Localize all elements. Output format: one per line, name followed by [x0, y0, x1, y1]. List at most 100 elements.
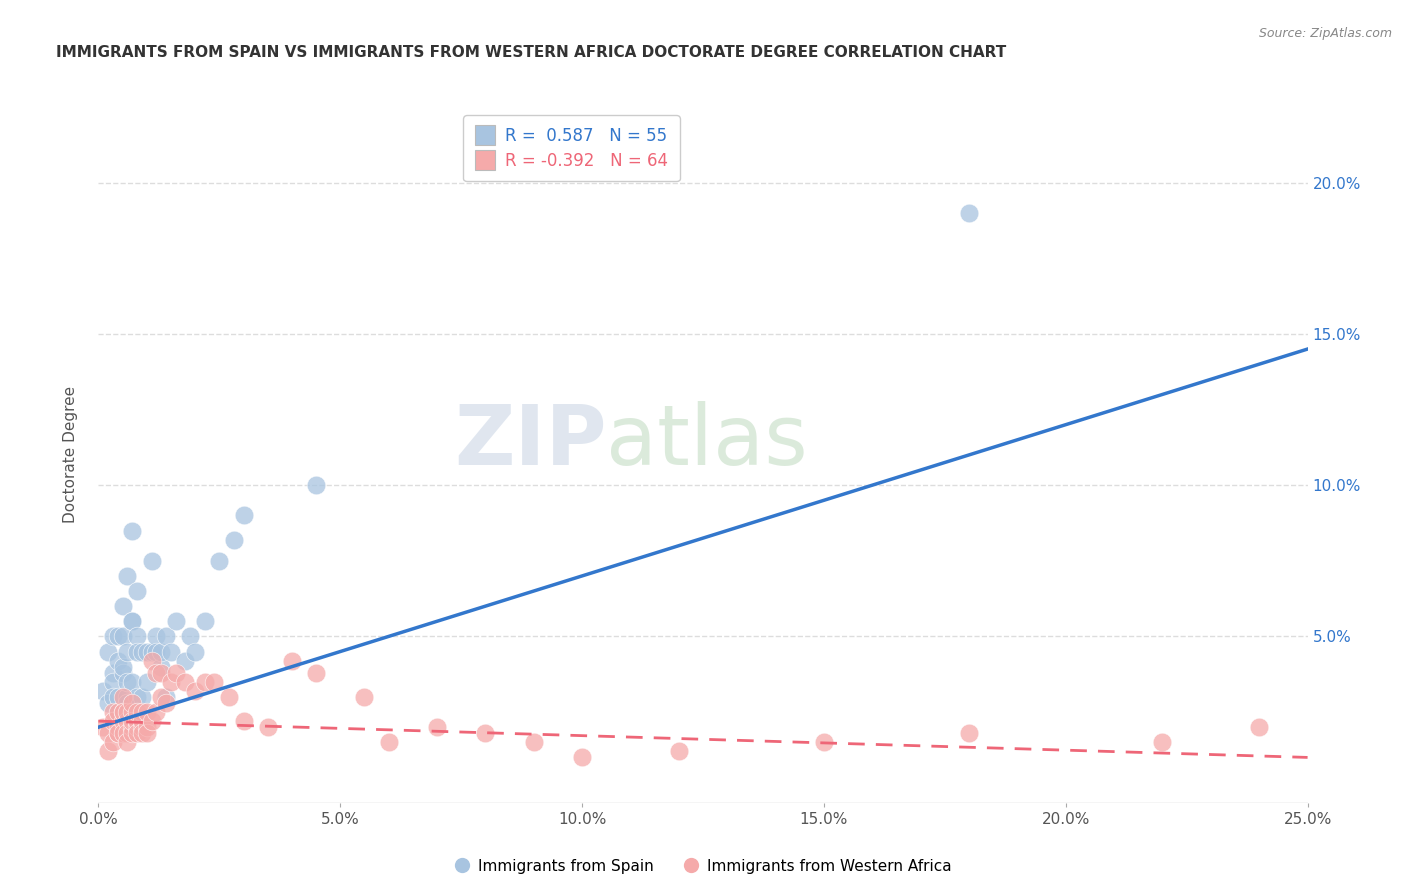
Point — [127, 726, 149, 740]
Point — [117, 569, 139, 583]
Point — [111, 705, 134, 719]
Point — [957, 206, 980, 220]
Text: ZIP: ZIP — [454, 401, 606, 482]
Point — [127, 644, 149, 658]
Point — [145, 629, 167, 643]
Point — [111, 659, 134, 673]
Point — [474, 726, 496, 740]
Point — [101, 705, 124, 719]
Point — [184, 684, 207, 698]
Point — [121, 726, 143, 740]
Point — [131, 690, 153, 704]
Point — [131, 644, 153, 658]
Point — [668, 744, 690, 758]
Point — [91, 720, 114, 734]
Text: IMMIGRANTS FROM SPAIN VS IMMIGRANTS FROM WESTERN AFRICA DOCTORATE DEGREE CORRELA: IMMIGRANTS FROM SPAIN VS IMMIGRANTS FROM… — [56, 45, 1007, 60]
Point — [174, 654, 197, 668]
Point — [127, 705, 149, 719]
Point — [232, 508, 254, 523]
Point — [208, 554, 231, 568]
Point — [107, 690, 129, 704]
Point — [121, 720, 143, 734]
Point — [117, 714, 139, 728]
Point — [281, 654, 304, 668]
Point — [127, 629, 149, 643]
Point — [101, 665, 124, 680]
Point — [523, 735, 546, 749]
Point — [145, 644, 167, 658]
Point — [165, 665, 187, 680]
Point — [111, 690, 134, 704]
Point — [101, 629, 124, 643]
Point — [127, 584, 149, 599]
Point — [150, 665, 173, 680]
Point — [97, 644, 120, 658]
Point — [111, 705, 134, 719]
Point — [127, 690, 149, 704]
Point — [127, 714, 149, 728]
Text: Source: ZipAtlas.com: Source: ZipAtlas.com — [1258, 27, 1392, 40]
Point — [305, 478, 328, 492]
Point — [111, 714, 134, 728]
Point — [117, 735, 139, 749]
Legend: Immigrants from Spain, Immigrants from Western Africa: Immigrants from Spain, Immigrants from W… — [449, 853, 957, 880]
Point — [121, 524, 143, 538]
Point — [117, 690, 139, 704]
Point — [571, 750, 593, 764]
Point — [155, 629, 177, 643]
Point — [204, 674, 226, 689]
Point — [135, 644, 157, 658]
Point — [141, 644, 163, 658]
Point — [155, 696, 177, 710]
Point — [117, 705, 139, 719]
Point — [101, 735, 124, 749]
Point — [160, 674, 183, 689]
Point — [150, 659, 173, 673]
Point — [155, 690, 177, 704]
Point — [111, 599, 134, 614]
Point — [91, 684, 114, 698]
Point — [117, 674, 139, 689]
Point — [1249, 720, 1271, 734]
Point — [135, 674, 157, 689]
Point — [222, 533, 245, 547]
Legend: R =  0.587   N = 55, R = -0.392   N = 64: R = 0.587 N = 55, R = -0.392 N = 64 — [464, 115, 679, 181]
Point — [131, 714, 153, 728]
Point — [135, 705, 157, 719]
Point — [121, 705, 143, 719]
Point — [107, 726, 129, 740]
Point — [145, 705, 167, 719]
Point — [121, 615, 143, 629]
Point — [218, 690, 240, 704]
Point — [141, 714, 163, 728]
Point — [232, 714, 254, 728]
Point — [141, 654, 163, 668]
Point — [131, 726, 153, 740]
Point — [145, 665, 167, 680]
Point — [101, 674, 124, 689]
Point — [353, 690, 375, 704]
Point — [426, 720, 449, 734]
Point — [97, 744, 120, 758]
Point — [194, 615, 217, 629]
Point — [107, 726, 129, 740]
Point — [150, 690, 173, 704]
Point — [135, 720, 157, 734]
Point — [256, 720, 278, 734]
Point — [121, 705, 143, 719]
Point — [101, 690, 124, 704]
Point — [194, 674, 217, 689]
Point — [111, 629, 134, 643]
Point — [107, 705, 129, 719]
Point — [131, 705, 153, 719]
Point — [111, 726, 134, 740]
Point — [377, 735, 399, 749]
Point — [813, 735, 835, 749]
Point — [97, 726, 120, 740]
Point — [121, 674, 143, 689]
Point — [165, 615, 187, 629]
Point — [117, 644, 139, 658]
Text: atlas: atlas — [606, 401, 808, 482]
Point — [97, 696, 120, 710]
Point — [107, 720, 129, 734]
